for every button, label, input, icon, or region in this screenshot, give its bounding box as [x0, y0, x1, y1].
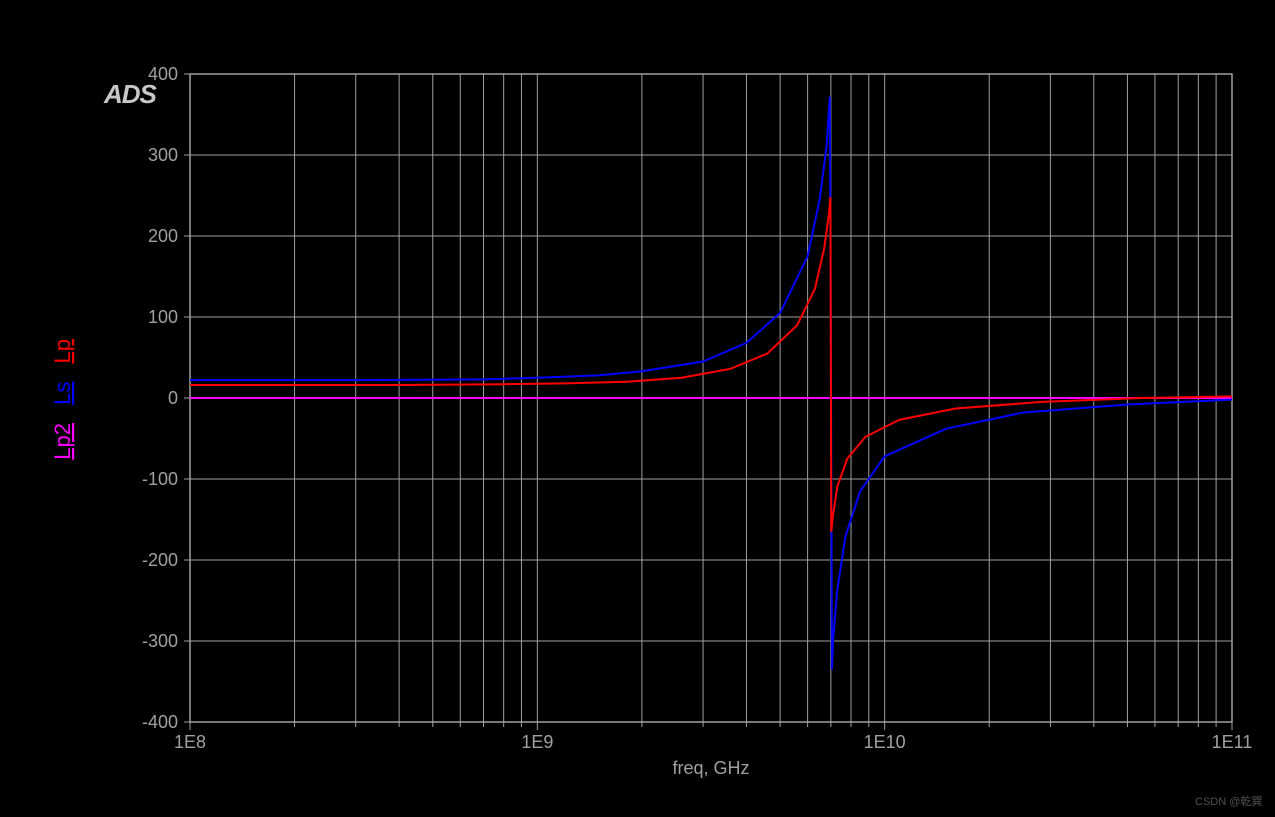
svg-text:1E9: 1E9: [521, 732, 553, 752]
svg-text:200: 200: [148, 226, 178, 246]
y-label-Lp2: Lp2: [50, 423, 75, 460]
svg-text:-300: -300: [142, 631, 178, 651]
svg-text:100: 100: [148, 307, 178, 327]
svg-text:300: 300: [148, 145, 178, 165]
y-label-Lp: Lp: [50, 339, 75, 363]
svg-text:0: 0: [168, 388, 178, 408]
svg-text:1E11: 1E11: [1212, 732, 1253, 752]
svg-text:-100: -100: [142, 469, 178, 489]
resonance-chart: -400-300-200-10001002003004001E81E91E101…: [0, 0, 1275, 817]
y-label-Ls: Ls: [50, 382, 75, 405]
svg-text:1E10: 1E10: [864, 732, 906, 752]
x-axis-label: freq, GHz: [672, 758, 749, 778]
svg-text:-400: -400: [142, 712, 178, 732]
y-axis-labels: Lp2 Ls Lp: [50, 339, 75, 460]
watermark-text: CSDN @乾巽: [1195, 793, 1262, 809]
svg-text:-200: -200: [142, 550, 178, 570]
svg-text:1E8: 1E8: [174, 732, 206, 752]
ads-logo: ADS: [104, 79, 156, 110]
